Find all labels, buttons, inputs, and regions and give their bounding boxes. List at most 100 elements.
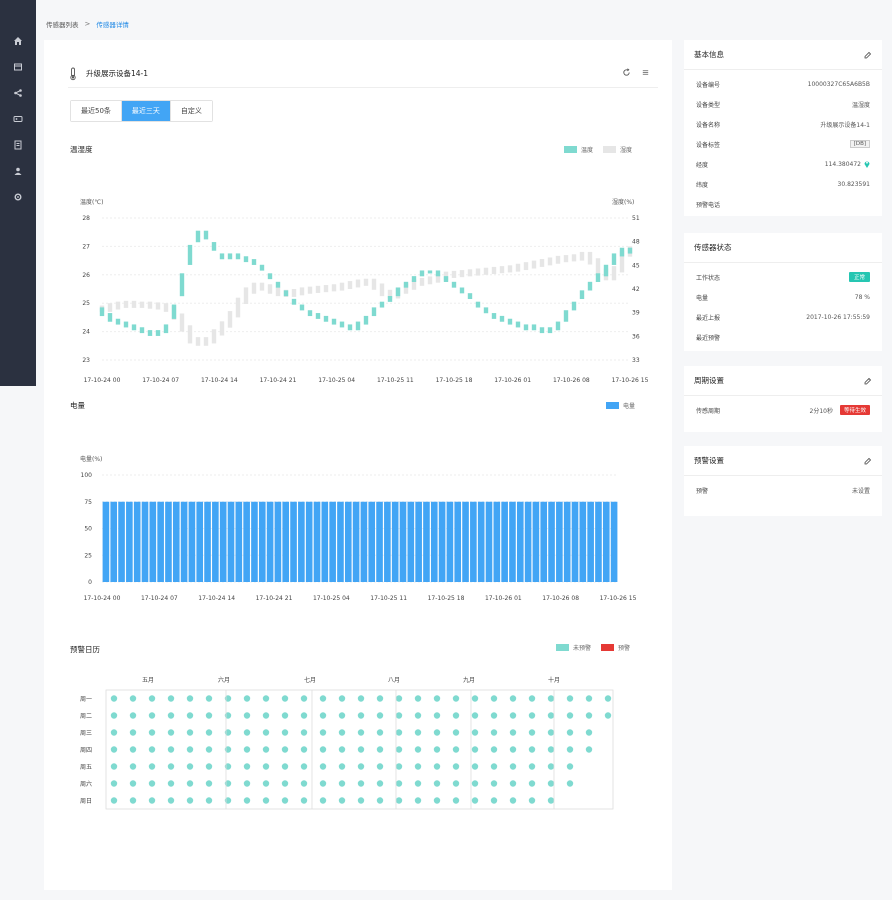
power-bar [258,501,266,582]
calendar-cell [281,746,289,753]
power-x-tick: 17-10-24 07 [141,595,178,602]
period-label: 传感周期 [696,407,721,415]
calendar-cell [148,746,156,753]
power-bar [212,501,219,582]
edit-icon[interactable] [864,51,872,59]
calendar-cell [338,712,346,719]
breadcrumb-parent[interactable]: 传感器列表 [46,21,79,29]
calendar-cell [471,780,479,787]
calendar-cell [433,695,441,702]
hum-candle [267,284,273,294]
power-bar [532,501,540,582]
sidebar-item-settings[interactable] [0,185,36,209]
share-icon [14,89,22,97]
calendar-cell [357,797,365,804]
tab-custom[interactable]: 自定义 [170,101,212,121]
legend-no-alert[interactable]: 未预警 [556,643,591,652]
power-bar [524,501,532,582]
power-x-tick: 17-10-24 21 [256,595,293,602]
hum-candle [435,274,441,283]
calendar-month-label: 七月 [304,676,316,684]
calendar-cell [547,797,555,804]
power-bar [446,501,454,582]
hum-candle [123,300,129,308]
power-y-tick: 100 [81,472,93,479]
calendar-cell [490,712,498,719]
power-bar [368,501,376,582]
power-bar [149,501,157,582]
edit-icon[interactable] [864,377,872,385]
temp-candle [451,281,457,288]
calendar-cell [357,729,365,736]
x-tick: 17-10-26 08 [553,377,590,384]
y-right-tick: 48 [632,239,640,246]
power-bar [556,501,563,582]
power-bar [595,501,602,582]
calendar-cell [110,729,118,736]
sidebar-item-card[interactable] [0,107,36,131]
power-bar [266,501,274,582]
calendar-cell [357,780,365,787]
calendar-cell [338,763,346,770]
list-icon [14,63,22,71]
hum-candle [235,297,241,318]
hum-candle [547,257,553,266]
sidebar-item-user[interactable] [0,159,36,183]
calendar-cell [376,780,384,787]
calendar-cell [167,729,175,736]
period-row: 传感周期 2分10秒 等待生效 [684,400,882,420]
sidebar-item-share[interactable] [0,81,36,105]
power-bar [477,501,485,582]
temp-chart-legend: 温度 湿度 [558,145,632,154]
calendar-cell [566,729,574,736]
legend-temp[interactable]: 温度 [564,145,593,154]
calendar-cell [357,695,365,702]
period-value: 2分10秒 [809,407,833,415]
power-bar [493,501,501,582]
legend-alert[interactable]: 预警 [601,643,630,652]
calendar-cell [452,695,460,702]
y-right-tick: 45 [632,262,640,269]
hum-candle [339,282,345,291]
temp-candle [475,301,481,308]
power-bar [509,501,516,582]
map-pin-icon[interactable] [864,160,870,168]
sidebar-item-home[interactable] [0,29,36,53]
legend-power[interactable]: 电量 [606,401,635,410]
calendar-cell [148,695,156,702]
temp-candle [259,264,265,271]
y-left-tick: 24 [82,329,90,336]
sidebar-item-list[interactable] [0,55,36,79]
temp-candle [627,247,633,254]
more-icon[interactable] [641,68,650,77]
power-bar [462,501,469,582]
alert-value: 未设置 [851,487,870,495]
tab-last-three-days[interactable]: 最近三天 [121,101,171,121]
calendar-cell [414,780,422,787]
sidebar-item-doc[interactable] [0,133,36,157]
calendar-cell [262,797,270,804]
refresh-icon[interactable] [622,68,631,77]
calendar-cell [414,729,422,736]
temp-candle [195,230,201,243]
temp-candle [243,256,249,263]
calendar-cell [528,746,536,753]
temp-candle [499,315,505,322]
hum-candle [587,251,593,265]
hum-candle [595,258,601,275]
alert-settings-header: 预警设置 [684,446,882,476]
tab-last-50[interactable]: 最近50条 [71,101,122,121]
power-bar [282,501,290,582]
basic-info-header: 基本信息 [684,40,882,70]
calendar-cell [452,746,460,753]
hum-candle [251,282,257,294]
y-left-tick: 26 [82,272,90,279]
temp-candle [211,242,217,251]
hum-candle [187,325,193,344]
hum-candle [131,300,137,308]
calendar-cell [167,797,175,804]
legend-hum[interactable]: 湿度 [603,145,632,154]
calendar-cell [414,797,422,804]
edit-icon[interactable] [864,457,872,465]
power-y-tick: 75 [84,499,92,506]
